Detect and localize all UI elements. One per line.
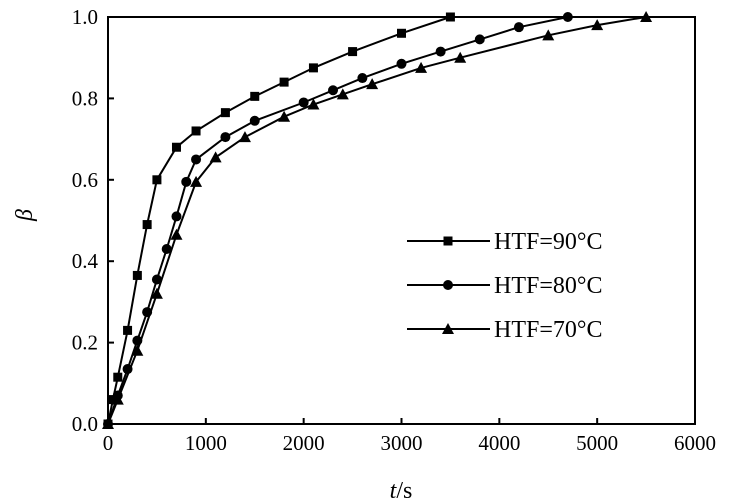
data-point	[308, 63, 318, 73]
data-point	[397, 28, 406, 38]
data-point	[220, 108, 230, 118]
data-point	[108, 395, 118, 405]
legend-marker	[443, 236, 453, 246]
data-point	[513, 22, 524, 33]
series-line	[107, 16, 451, 425]
data-point	[445, 12, 455, 22]
x-axis-label: t/s	[390, 478, 413, 503]
data-point	[435, 46, 446, 57]
data-point	[151, 274, 162, 285]
data-point	[366, 78, 379, 90]
data-point	[191, 126, 201, 136]
x-axis-variable: t	[390, 478, 398, 503]
data-point	[238, 131, 251, 143]
data-point	[123, 325, 133, 335]
data-point	[542, 29, 555, 41]
x-tick-label: 0	[103, 431, 114, 455]
x-axis-ticks: 0 1000 2000 3000 4000 5000 6000	[103, 418, 716, 455]
data-point	[336, 88, 349, 100]
x-tick-label: 3000	[381, 431, 423, 455]
x-tick-label: 2000	[283, 431, 325, 455]
y-tick-label: 0.8	[72, 86, 98, 110]
plot-frame	[107, 16, 696, 425]
x-tick-label: 5000	[576, 431, 618, 455]
data-point	[171, 142, 181, 152]
x-tick-label: 6000	[674, 431, 716, 455]
data-point	[474, 34, 485, 45]
y-tick-label: 0.4	[72, 249, 99, 273]
legend-marker	[443, 280, 453, 290]
data-point	[357, 73, 368, 84]
series-circle	[103, 12, 573, 429]
data-point	[220, 132, 231, 143]
data-point	[454, 51, 467, 63]
legend: HTF=90°C HTF=80°C HTF=70°C	[407, 229, 602, 343]
legend-entry: HTF=70°C	[407, 317, 602, 343]
data-point	[209, 151, 222, 163]
data-point	[150, 287, 163, 299]
legend-entry: HTF=90°C	[407, 229, 602, 255]
data-point	[142, 220, 152, 230]
x-axis-unit: /s	[396, 478, 412, 503]
data-point	[298, 97, 309, 108]
data-point	[307, 98, 320, 110]
data-point	[171, 211, 182, 222]
data-point	[279, 77, 289, 87]
y-tick-label: 0.0	[72, 412, 98, 436]
data-point	[132, 270, 142, 280]
y-tick-label: 0.6	[72, 168, 98, 192]
data-point	[170, 228, 183, 240]
data-point	[415, 61, 428, 73]
data-point	[131, 344, 144, 356]
data-point	[191, 154, 202, 165]
data-point	[249, 115, 260, 126]
data-point	[640, 11, 653, 22]
data-point	[562, 12, 573, 22]
legend-marker	[442, 323, 454, 334]
y-tick-label: 1.0	[72, 5, 98, 29]
legend-label: HTF=80°C	[494, 273, 602, 299]
data-point	[396, 58, 407, 69]
x-tick-label: 1000	[185, 431, 227, 455]
y-axis-ticks: 0.0 0.2 0.4 0.6 0.8 1.0	[72, 5, 114, 436]
data-point	[161, 243, 172, 254]
series-line	[107, 16, 647, 425]
data-point	[181, 176, 192, 187]
data-point	[102, 418, 114, 429]
data-point	[190, 175, 203, 187]
x-tick-label: 4000	[478, 431, 520, 455]
data-point	[152, 175, 162, 185]
series-layer	[102, 11, 653, 429]
data-point	[348, 47, 358, 57]
data-point	[250, 91, 260, 101]
y-tick-label: 0.2	[72, 331, 98, 355]
series-triangle	[102, 11, 653, 429]
data-point	[328, 85, 339, 96]
legend-label: HTF=70°C	[494, 317, 602, 343]
data-point	[591, 19, 604, 31]
legend-entry: HTF=80°C	[407, 273, 602, 299]
data-point	[278, 110, 291, 122]
data-point	[111, 393, 124, 405]
data-point	[113, 372, 123, 382]
y-axis-label: β	[12, 209, 38, 222]
legend-label: HTF=90°C	[494, 229, 602, 255]
